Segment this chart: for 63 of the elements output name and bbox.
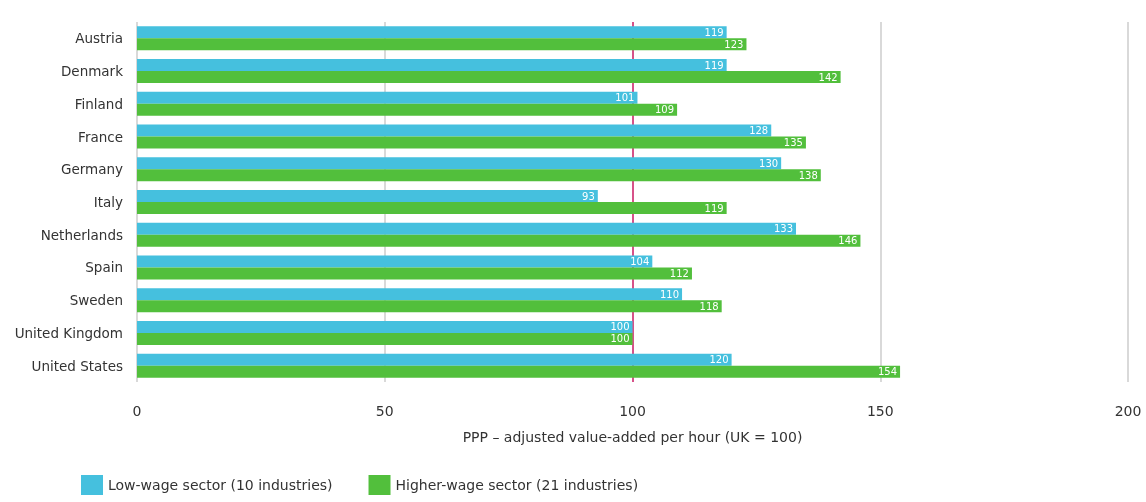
bar xyxy=(137,353,732,366)
data-label: 93 xyxy=(582,190,595,202)
bar xyxy=(137,255,653,268)
bar xyxy=(137,91,638,104)
x-tick-label: 200 xyxy=(1114,403,1142,419)
bar xyxy=(137,38,747,51)
x-axis-title: PPP – adjusted value-added per hour (UK = 100) xyxy=(462,429,803,445)
x-tick-label: 150 xyxy=(866,403,894,419)
data-label: 119 xyxy=(704,202,724,214)
data-label: 123 xyxy=(724,38,744,50)
data-label: 146 xyxy=(838,235,858,247)
y-tick-label: Netherlands xyxy=(40,226,123,243)
y-tick-label: Austria xyxy=(75,30,123,47)
data-label: 104 xyxy=(630,255,650,267)
data-label: 138 xyxy=(798,169,818,181)
y-tick-label: Denmark xyxy=(60,63,124,80)
bar xyxy=(137,202,727,214)
y-tick-label: United States xyxy=(31,357,123,374)
data-label: 128 xyxy=(749,125,769,137)
bar xyxy=(137,288,683,301)
data-label: 154 xyxy=(877,366,898,378)
data-label: 119 xyxy=(704,26,724,38)
bar xyxy=(137,169,821,182)
bar xyxy=(137,190,598,202)
y-tick-label: Finland xyxy=(74,95,123,112)
bar xyxy=(137,320,633,333)
data-label: 100 xyxy=(610,321,630,333)
bar xyxy=(137,234,861,247)
bar xyxy=(137,71,841,84)
x-tick-label: 100 xyxy=(619,403,646,419)
y-tick-label: Germany xyxy=(60,161,123,178)
bar xyxy=(137,59,727,72)
y-tick-label: France xyxy=(78,128,123,145)
bar xyxy=(137,157,782,170)
data-label: 112 xyxy=(669,267,689,279)
bar xyxy=(137,222,797,235)
y-tick-label: Spain xyxy=(85,259,123,276)
y-tick-label: United Kingdom xyxy=(14,324,123,341)
y-tick-label: Italy xyxy=(93,194,123,210)
data-label: 130 xyxy=(759,157,779,169)
x-tick-label: 0 xyxy=(132,403,142,419)
data-label: 142 xyxy=(818,71,838,83)
bar xyxy=(137,26,727,39)
data-label: 120 xyxy=(709,354,729,366)
data-label: 118 xyxy=(699,300,719,312)
bar xyxy=(137,103,678,116)
bar xyxy=(137,267,692,280)
data-label: 133 xyxy=(773,223,794,235)
data-label: 100 xyxy=(610,333,630,345)
legend-label: Low-wage sector (10 industries) xyxy=(108,477,333,493)
data-label: 135 xyxy=(783,137,803,149)
data-label: 119 xyxy=(704,59,724,71)
bar xyxy=(137,136,806,149)
bar xyxy=(137,300,722,313)
legend-label: Higher-wage sector (21 industries) xyxy=(395,477,639,493)
x-tick-label: 50 xyxy=(375,403,394,419)
bar xyxy=(137,124,772,137)
data-label: 109 xyxy=(655,104,675,116)
y-tick-label: Sweden xyxy=(69,292,123,309)
bar xyxy=(137,365,901,378)
data-label: 110 xyxy=(659,288,680,300)
data-label: 101 xyxy=(615,92,635,104)
bar xyxy=(137,332,633,345)
